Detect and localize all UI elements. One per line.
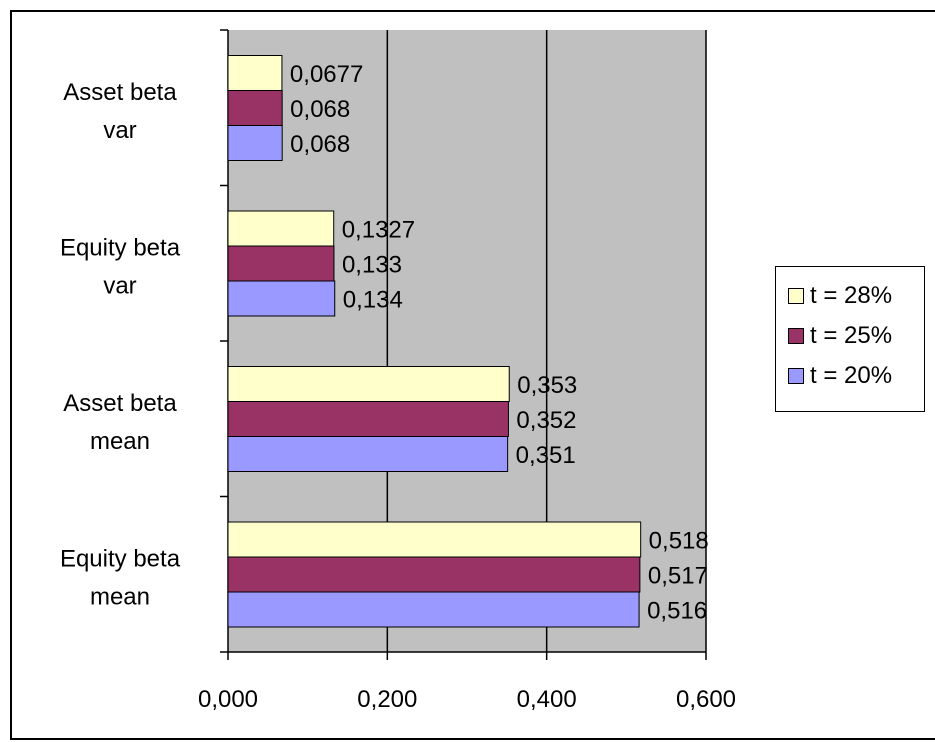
bar	[227, 366, 510, 402]
legend-item: t = 20%	[788, 361, 892, 391]
legend-label: t = 20%	[810, 362, 893, 389]
bar	[227, 521, 642, 558]
category-label: Asset beta	[63, 79, 177, 106]
category-label: mean	[90, 428, 150, 455]
bar	[227, 436, 509, 472]
data-label: 0,516	[647, 598, 707, 625]
data-label: 0,068	[290, 96, 350, 123]
data-label: 0,517	[648, 563, 708, 590]
bar	[227, 245, 335, 282]
bar	[227, 401, 509, 437]
data-label: 0,068	[290, 131, 350, 158]
category-label: var	[103, 272, 136, 299]
legend: t = 28% t = 25% t = 20%	[775, 266, 925, 412]
data-label: 0,518	[649, 528, 709, 555]
data-label: 0,351	[516, 442, 576, 469]
data-label: 0,133	[342, 252, 402, 279]
x-tick-label: 0,000	[198, 686, 258, 713]
legend-swatch	[788, 368, 804, 384]
data-label: 0,134	[343, 287, 403, 314]
legend-item: t = 25%	[788, 321, 892, 351]
bar	[227, 280, 336, 317]
data-label: 0,352	[516, 407, 576, 434]
category-label: Asset beta	[63, 390, 177, 417]
bar	[227, 210, 335, 247]
legend-label: t = 25%	[810, 322, 893, 349]
x-tick-label: 0,200	[357, 686, 417, 713]
x-tick-label: 0,400	[517, 686, 577, 713]
legend-item: t = 28%	[788, 281, 892, 311]
x-tick-label: 0,600	[676, 686, 736, 713]
legend-swatch	[788, 288, 804, 304]
data-label: 0,1327	[342, 217, 415, 244]
bar	[227, 90, 283, 126]
category-label: var	[103, 117, 136, 144]
bar	[227, 591, 640, 628]
category-label: Equity beta	[60, 234, 181, 261]
data-label: 0,353	[517, 372, 577, 399]
legend-label: t = 28%	[810, 282, 893, 309]
bar	[227, 556, 641, 593]
data-label: 0,0677	[290, 61, 363, 88]
legend-swatch	[788, 328, 804, 344]
category-label: mean	[90, 583, 150, 610]
bar	[227, 125, 283, 161]
category-label: Equity beta	[60, 545, 181, 572]
bar	[227, 55, 283, 91]
